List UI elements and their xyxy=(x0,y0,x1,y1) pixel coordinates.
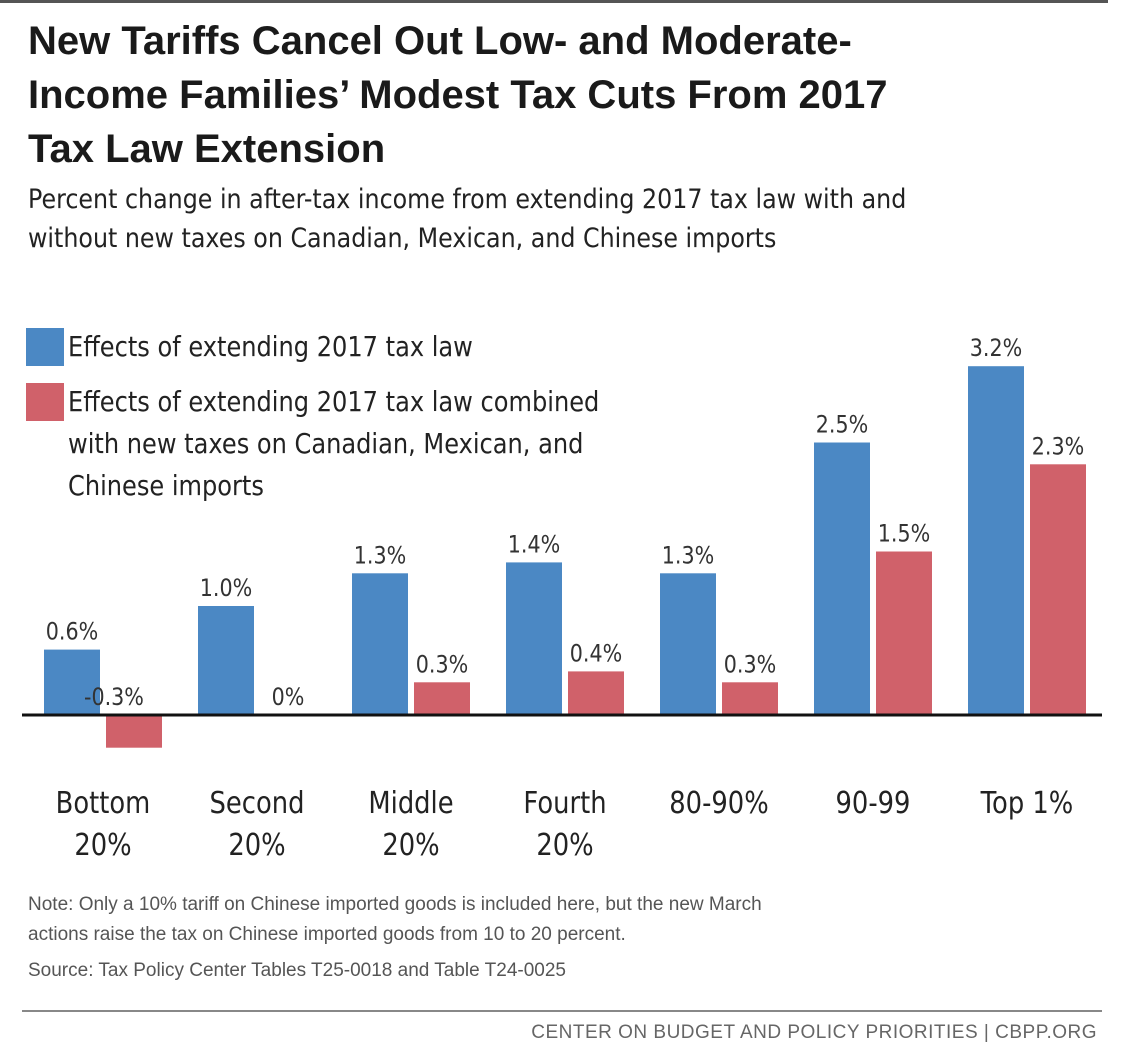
bar-tax-law xyxy=(352,573,408,715)
top-rule xyxy=(0,0,1108,3)
bar-tax-law-with-tariffs xyxy=(568,671,624,715)
bar-value-label: 0.6% xyxy=(46,618,98,646)
bar-tax-law xyxy=(506,562,562,715)
bar-tax-law xyxy=(968,366,1024,715)
legend-label-line: with new taxes on Canadian, Mexican, and xyxy=(68,427,584,460)
category-label: Middle xyxy=(368,785,453,820)
publisher-footer: CENTER ON BUDGET AND POLICY PRIORITIES |… xyxy=(531,1022,1097,1043)
bar-tax-law xyxy=(198,606,254,715)
bar-value-label: 3.2% xyxy=(970,335,1022,363)
bar-tax-law-with-tariffs xyxy=(414,682,470,715)
chart-subtitle: Percent change in after-tax income from … xyxy=(28,180,970,258)
legend-label: Effects of extending 2017 tax law xyxy=(68,326,473,368)
category-label: Top 1% xyxy=(980,785,1074,820)
category-label: 80-90% xyxy=(669,785,768,820)
chart-subtitle-line: Percent change in after-tax income from … xyxy=(28,184,907,215)
category-label: 20% xyxy=(228,827,285,862)
chart-title: New Tariffs Cancel Out Low- and Moderate… xyxy=(28,14,1088,176)
bar-tax-law-with-tariffs xyxy=(106,715,162,748)
bar-value-label: 0.4% xyxy=(570,640,622,668)
bar-value-label: 0% xyxy=(272,684,305,712)
bar-value-label: 1.4% xyxy=(508,531,560,559)
chart-title-line: New Tariffs Cancel Out Low- and Moderate… xyxy=(28,19,852,63)
category-label: Second xyxy=(210,785,305,820)
bar-tax-law xyxy=(660,573,716,715)
chart-note-line: Note: Only a 10% tariff on Chinese impor… xyxy=(28,894,762,915)
legend-label-line: Chinese imports xyxy=(68,469,264,502)
category-label: 20% xyxy=(536,827,593,862)
bar-value-label: 1.0% xyxy=(200,575,252,603)
bar-value-label: 2.3% xyxy=(1032,433,1084,461)
chart-note-line: actions raise the tax on Chinese importe… xyxy=(28,924,626,945)
legend-label-line: Effects of extending 2017 tax law combin… xyxy=(68,385,600,418)
chart-note: Note: Only a 10% tariff on Chinese impor… xyxy=(28,890,1088,950)
chart-title-line: Income Families’ Modest Tax Cuts From 20… xyxy=(28,73,888,117)
bar-value-label: 1.3% xyxy=(354,542,406,570)
bar-value-label: 1.5% xyxy=(878,520,930,548)
bar-tax-law-with-tariffs xyxy=(876,551,932,715)
bar-tax-law xyxy=(44,649,100,715)
legend-label: Effects of extending 2017 tax law combin… xyxy=(68,381,599,507)
bar-chart: 0.6% -0.3% Bottom 20% 1.0% 0% Second 20% 1.3% 0.3… xyxy=(22,335,1102,863)
bottom-rule xyxy=(22,1010,1102,1012)
bar-value-label: 0.3% xyxy=(724,651,776,679)
category-label: 20% xyxy=(382,827,439,862)
chart-source: Source: Tax Policy Center Tables T25-001… xyxy=(28,960,566,981)
bar-value-label: -0.3% xyxy=(84,684,144,712)
chart-subtitle-line: without new taxes on Canadian, Mexican, … xyxy=(28,223,777,254)
legend-label-line: Effects of extending 2017 tax law xyxy=(68,330,473,363)
bar-tax-law-with-tariffs xyxy=(722,682,778,715)
bar-value-label: 0.3% xyxy=(416,651,468,679)
legend-swatch-blue xyxy=(26,328,64,366)
category-label: 90-99 xyxy=(836,785,911,820)
bar-value-label: 1.3% xyxy=(662,542,714,570)
bar-tax-law xyxy=(814,442,870,715)
category-label: Fourth xyxy=(523,785,606,820)
category-label: 20% xyxy=(74,827,131,862)
category-label: Bottom xyxy=(56,785,151,820)
bar-tax-law-with-tariffs xyxy=(1030,464,1086,715)
bar-value-label: 2.5% xyxy=(816,411,868,439)
chart-title-line: Tax Law Extension xyxy=(28,127,386,171)
legend-swatch-red xyxy=(26,383,64,421)
